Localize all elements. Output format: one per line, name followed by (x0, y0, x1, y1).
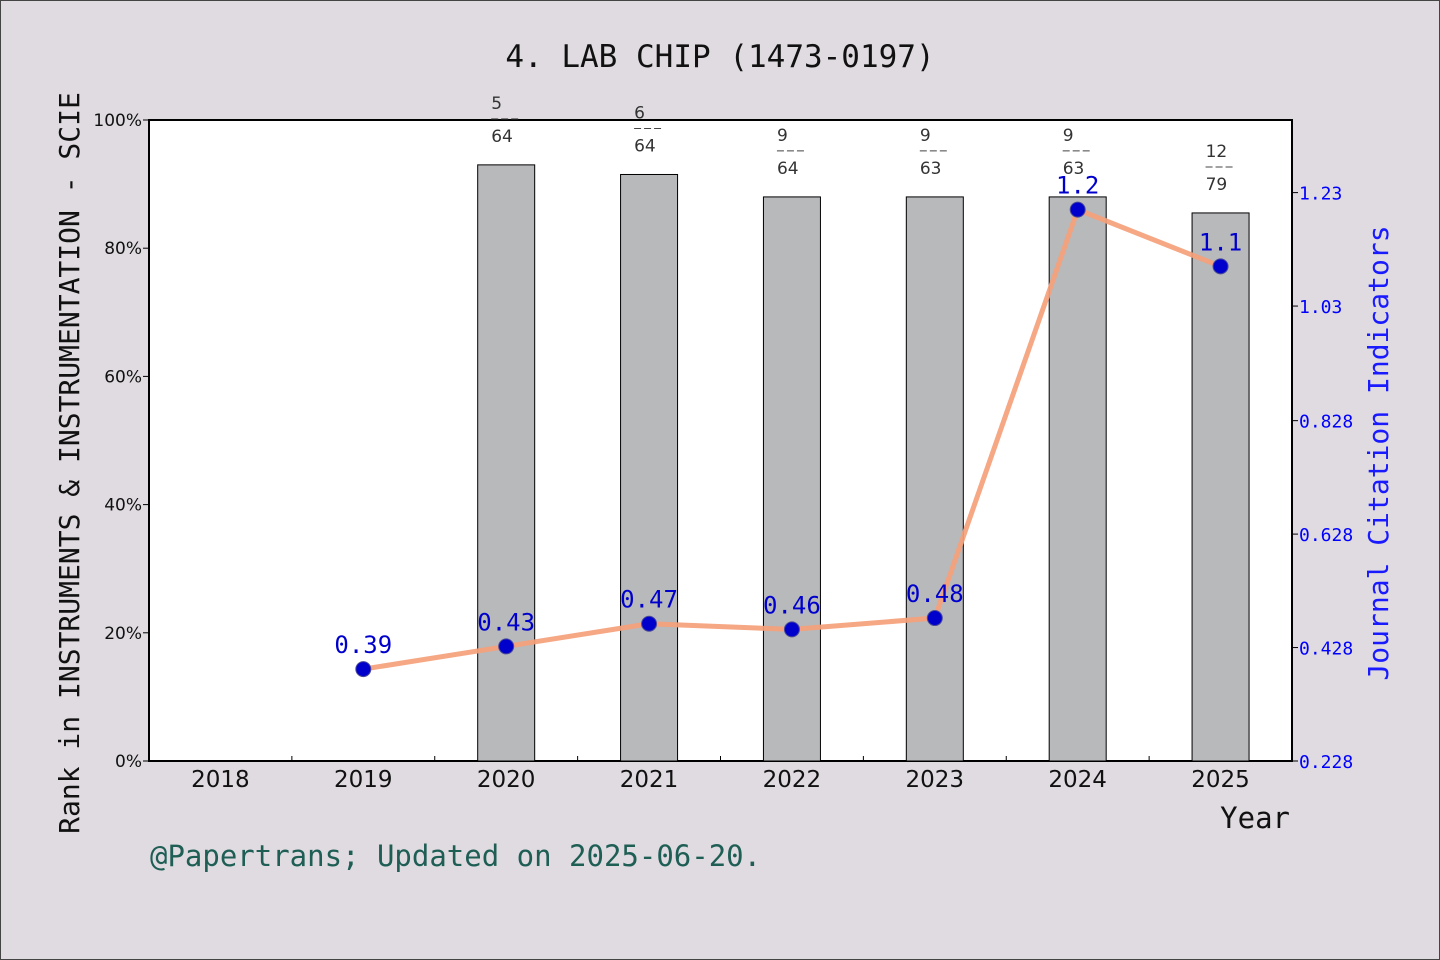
left-tick-label: 0% (115, 752, 142, 772)
left-tick-label: 40% (104, 496, 142, 516)
jci-value-label: 0.43 (477, 608, 535, 636)
jci-point (498, 638, 515, 655)
axes-layer: 2018 2019 2020 2021 2022 2023 2024 2025 0% 20% 40%… (93, 111, 1353, 793)
x-tick-label: 2024 (1048, 767, 1107, 793)
jci-point (355, 661, 372, 678)
jci-value-label: 0.39 (334, 631, 392, 659)
rank-denominator-label: 64 (491, 127, 513, 147)
jci-point (1069, 201, 1086, 218)
bar (477, 164, 536, 762)
jci-point (926, 610, 943, 627)
rank-denominator-label: 64 (634, 136, 656, 156)
line-layer: 0.39 0.43 0.47 0.46 0.48 1.2 1.1 (334, 172, 1242, 678)
rank-denominator-label: 64 (777, 159, 799, 179)
plot-area (148, 119, 1293, 762)
jci-value-label: 1.2 (1056, 172, 1099, 200)
right-tick-label: 1.03 (1299, 297, 1342, 318)
x-tick-label: 2022 (763, 767, 822, 793)
x-tick-label: 2023 (906, 767, 965, 793)
rank-numerator-label: 5 (491, 94, 502, 114)
rank-numerator-label: 6 (634, 103, 645, 123)
rank-numerator-label: 9 (777, 126, 788, 146)
rank-numerator-label: 12 (1206, 142, 1228, 162)
left-tick-label: 80% (104, 239, 142, 259)
jci-value-label: 1.1 (1199, 228, 1242, 256)
x-tick-label: 2019 (334, 767, 393, 793)
right-axis-label: Journal Citation Indicators (1362, 225, 1395, 680)
jci-point (1212, 258, 1229, 275)
left-tick-label: 20% (104, 624, 142, 644)
right-tick-label: 0.828 (1299, 412, 1353, 433)
right-tick-label: 0.228 (1299, 752, 1353, 773)
right-tick-label: 0.628 (1299, 525, 1353, 546)
bars-layer: 5 64 6 64 9 64 9 63 9 63 12 79 (477, 94, 1250, 762)
jci-value-label: 0.47 (620, 586, 678, 614)
bar (905, 196, 964, 762)
rank-denominator-label: 79 (1206, 175, 1228, 195)
x-tick-label: 2020 (477, 767, 536, 793)
left-axis-label: Rank in INSTRUMENTS & INSTRUMENTATION - … (53, 92, 86, 834)
jci-value-label: 0.46 (763, 591, 821, 619)
jci-point (783, 621, 800, 638)
rank-numerator-label: 9 (920, 126, 931, 146)
bar (620, 173, 679, 762)
jci-point (641, 615, 658, 632)
left-tick-label: 100% (93, 111, 142, 131)
bar (762, 196, 821, 762)
footnote: @Papertrans; Updated on 2025-06-20. (150, 839, 761, 873)
x-tick-label: 2018 (191, 767, 250, 793)
right-tick-label: 0.428 (1299, 639, 1353, 660)
bar (1048, 196, 1107, 762)
left-tick-label: 60% (104, 367, 142, 387)
bar (1191, 212, 1250, 762)
rank-denominator-label: 63 (1063, 159, 1085, 179)
x-tick-label: 2021 (620, 767, 679, 793)
rank-numerator-label: 9 (1063, 126, 1074, 146)
rank-denominator-label: 63 (920, 159, 942, 179)
right-tick-label: 1.23 (1299, 184, 1342, 205)
jci-value-label: 0.48 (906, 580, 964, 608)
chart-title: 4. LAB CHIP (1473-0197) (505, 39, 934, 75)
x-axis-label: Year (1220, 801, 1290, 835)
x-tick-label: 2025 (1191, 767, 1250, 793)
